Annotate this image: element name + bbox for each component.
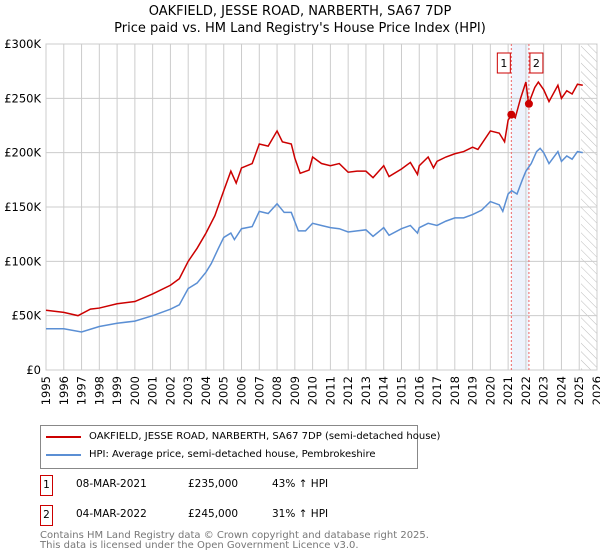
x-tick-label: 2005 xyxy=(217,376,231,405)
sale-point xyxy=(524,99,533,108)
x-tick-label: 2024 xyxy=(554,376,568,405)
sale-date: 04-MAR-2022 xyxy=(76,508,147,520)
x-tick-label: 2026 xyxy=(590,376,600,405)
y-tick-label: £0 xyxy=(26,363,41,377)
x-tick-label: 2013 xyxy=(359,376,373,405)
y-tick-label: £300K xyxy=(4,37,41,51)
chart-title: OAKFIELD, JESSE ROAD, NARBERTH, SA67 7DP xyxy=(148,4,452,19)
x-tick-label: 2015 xyxy=(394,376,408,405)
x-tick-label: 2010 xyxy=(306,376,320,405)
y-tick-label: £100K xyxy=(4,254,41,268)
footer-line2: This data is licensed under the Open Gov… xyxy=(40,540,359,551)
x-tick-label: 1997 xyxy=(75,376,89,405)
y-tick-label: £250K xyxy=(4,91,41,105)
x-tick-label: 2019 xyxy=(466,376,480,405)
sale-marker-box xyxy=(529,52,544,74)
x-tick-label: 2016 xyxy=(412,376,426,405)
x-tick-label: 2009 xyxy=(288,376,302,405)
y-tick-label: £50K xyxy=(12,309,42,323)
x-tick-label: 1998 xyxy=(92,376,106,405)
x-tick-label: 2003 xyxy=(181,376,195,405)
sale-point xyxy=(507,110,516,119)
sale-hpi: 31% ↑ HPI xyxy=(272,508,329,520)
sale-marker: 1 xyxy=(40,475,53,496)
legend-label: OAKFIELD, JESSE ROAD, NARBERTH, SA67 7DP… xyxy=(89,431,441,442)
x-tick-label: 1999 xyxy=(110,376,124,405)
chart-subtitle: Price paid vs. HM Land Registry's House … xyxy=(114,21,486,36)
sale-marker: 2 xyxy=(40,505,53,526)
x-tick-label: 1996 xyxy=(57,376,71,405)
legend: OAKFIELD, JESSE ROAD, NARBERTH, SA67 7DP… xyxy=(40,425,440,469)
x-tick-label: 2001 xyxy=(146,376,160,405)
plot-border xyxy=(45,43,598,371)
sale-hpi: 43% ↑ HPI xyxy=(272,478,329,490)
x-tick-label: 1995 xyxy=(39,376,53,405)
x-tick-label: 2008 xyxy=(270,376,284,405)
footer: Contains HM Land Registry data © Crown c… xyxy=(40,531,429,551)
x-tick-label: 2025 xyxy=(572,376,586,405)
x-tick-label: 2012 xyxy=(341,376,355,405)
y-tick-label: £200K xyxy=(4,146,41,160)
sale-marker-box xyxy=(496,52,511,74)
x-tick-label: 2023 xyxy=(537,376,551,405)
x-tick-label: 2021 xyxy=(501,376,515,405)
sale-row: 2 04-MAR-2022 £245,000 31% ↑ HPI xyxy=(40,505,440,526)
y-tick-label: £150K xyxy=(4,200,41,214)
x-tick-label: 2018 xyxy=(448,376,462,405)
sale-date: 08-MAR-2021 xyxy=(76,478,147,490)
sale-row: 1 08-MAR-2021 £235,000 43% ↑ HPI xyxy=(40,475,440,496)
sale-marker-label: 2 xyxy=(533,57,540,70)
series-line-property xyxy=(45,80,583,317)
sale-price: £245,000 xyxy=(188,508,239,520)
series-line-hpi xyxy=(46,147,583,333)
x-tick-label: 2000 xyxy=(128,376,142,405)
x-tick-label: 2017 xyxy=(430,376,444,405)
x-tick-label: 2002 xyxy=(163,376,177,405)
x-tick-label: 2022 xyxy=(519,376,533,405)
plot-area: 1995 1996 1997 1998 1999 2000 2001 2002 2003 2004… xyxy=(4,37,600,405)
x-tick-label: 2011 xyxy=(323,376,337,405)
sale-price: £235,000 xyxy=(188,478,239,490)
x-tick-label: 2006 xyxy=(235,376,249,405)
legend-label: HPI: Average price, semi-detached house,… xyxy=(89,449,376,460)
sale-marker-label: 1 xyxy=(500,57,507,70)
footer-line1: Contains HM Land Registry data © Crown c… xyxy=(40,530,429,541)
x-tick-label: 2004 xyxy=(199,376,213,405)
x-tick-label: 2014 xyxy=(377,376,391,405)
x-tick-label: 2007 xyxy=(252,376,266,405)
x-tick-label: 2020 xyxy=(483,376,497,405)
